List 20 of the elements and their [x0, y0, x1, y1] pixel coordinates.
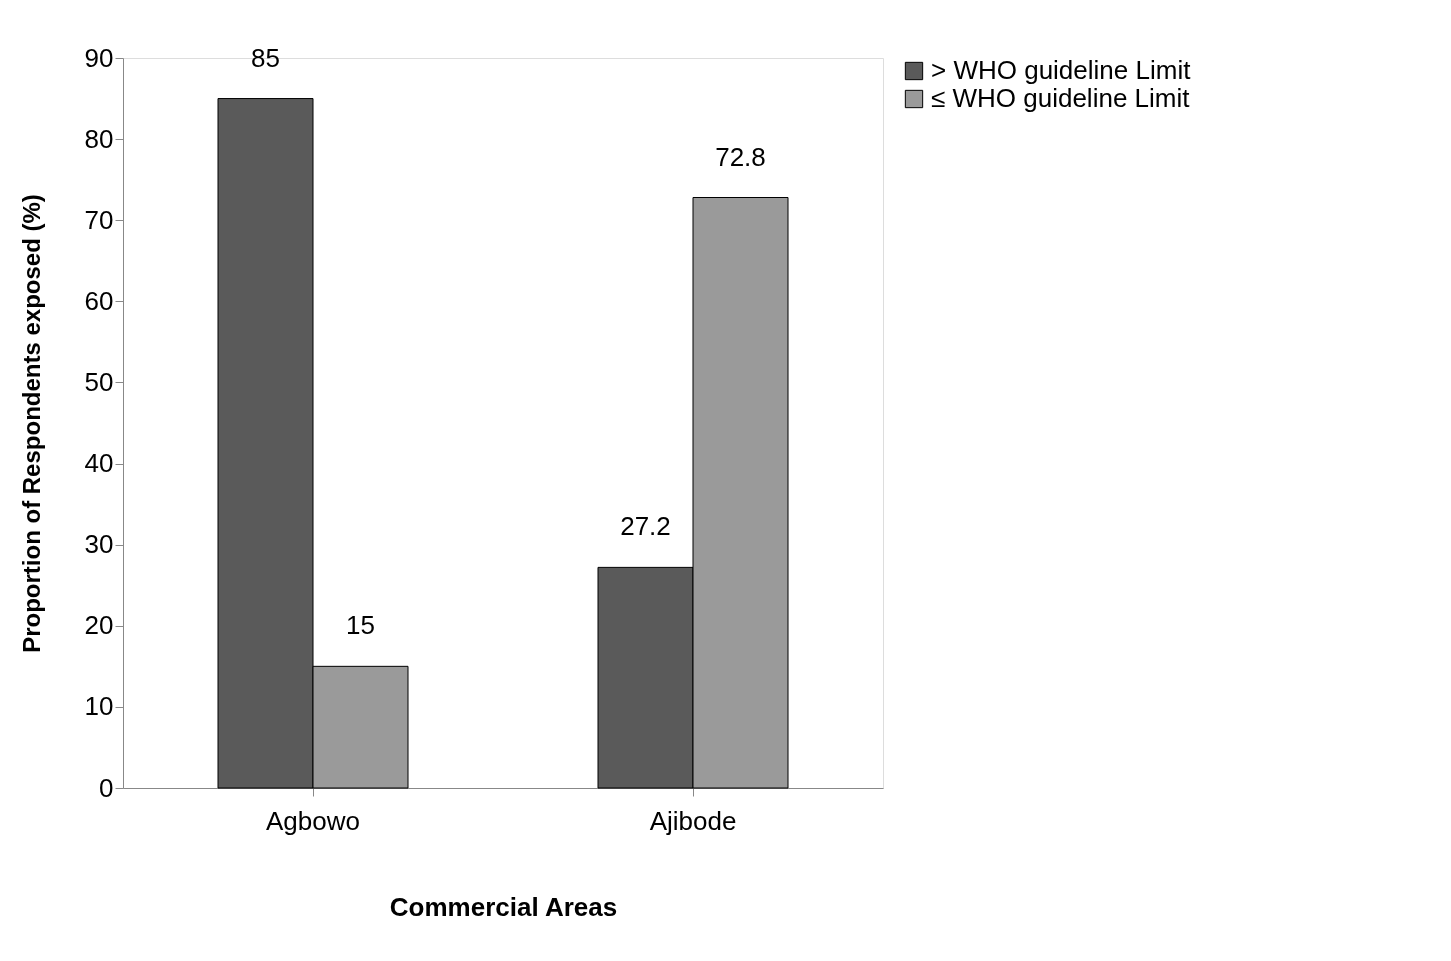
- y-tick-label: 50: [84, 366, 114, 397]
- legend-label: ≤ WHO guideline Limit: [931, 83, 1191, 113]
- y-tick-label: 20: [84, 610, 114, 641]
- y-tick-label: 10: [84, 691, 114, 722]
- y-tick-label: 70: [84, 204, 114, 235]
- y-tick-label: 40: [84, 448, 114, 479]
- y-tick-label: 90: [84, 42, 114, 73]
- data-label: 85: [251, 42, 280, 73]
- y-tick-label: 80: [84, 123, 114, 154]
- x-axis-title: Commercial Areas: [389, 891, 618, 922]
- legend-label: > WHO guideline Limit: [931, 55, 1192, 85]
- data-label: 27.2: [620, 511, 671, 542]
- x-tick-label: Agbowo: [266, 805, 360, 836]
- data-label: 15: [346, 610, 375, 641]
- y-tick-label: 60: [84, 285, 114, 316]
- data-label: 72.8: [715, 141, 766, 172]
- y-axis-title: Proportion of Respondents exposed (%): [17, 194, 45, 653]
- y-tick-label: 30: [84, 529, 114, 560]
- y-tick-label: 0: [99, 772, 114, 803]
- x-tick-label: Ajibode: [649, 805, 737, 836]
